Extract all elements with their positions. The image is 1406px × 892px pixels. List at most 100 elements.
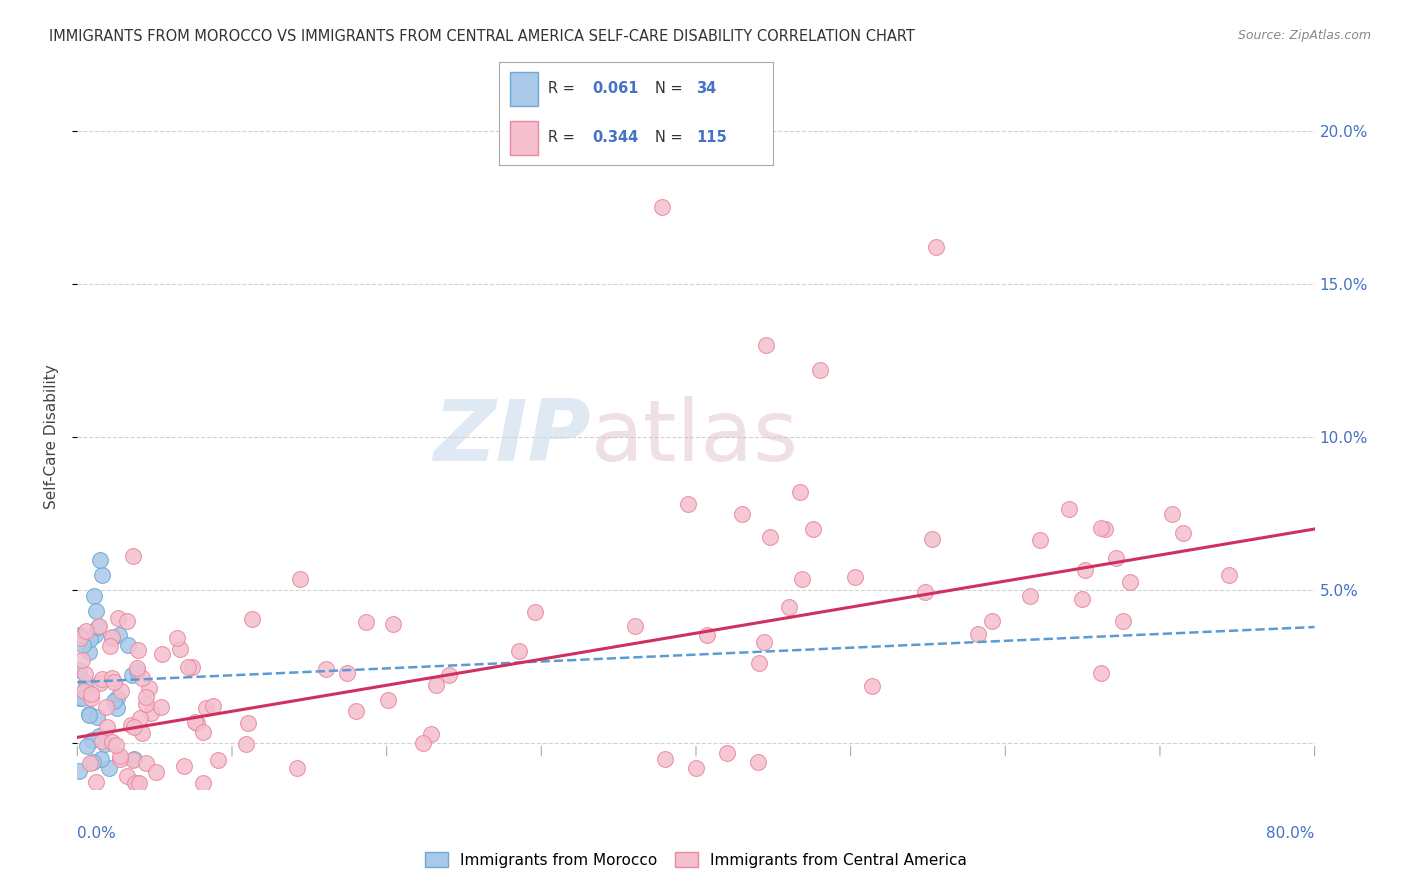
Point xyxy=(344,704,367,718)
Point xyxy=(759,530,782,544)
Point xyxy=(127,643,149,657)
Point xyxy=(1090,521,1112,535)
Point xyxy=(354,615,377,629)
Point xyxy=(89,676,111,690)
Text: 0.061: 0.061 xyxy=(592,81,638,96)
Point xyxy=(803,523,825,537)
Point xyxy=(420,727,443,741)
Point xyxy=(191,776,214,790)
FancyBboxPatch shape xyxy=(510,121,537,155)
Point xyxy=(100,671,122,685)
Point xyxy=(125,661,148,675)
Point xyxy=(678,498,700,512)
Point xyxy=(242,612,264,626)
Legend: Immigrants from Morocco, Immigrants from Central America: Immigrants from Morocco, Immigrants from… xyxy=(419,846,973,873)
Point xyxy=(125,776,148,790)
Point xyxy=(685,761,707,775)
Point xyxy=(90,752,112,766)
Point xyxy=(75,676,97,690)
Point xyxy=(166,631,188,645)
Point xyxy=(138,681,160,696)
Point xyxy=(1070,591,1092,606)
Point xyxy=(1119,574,1142,589)
Point xyxy=(96,720,118,734)
Point xyxy=(87,729,110,743)
Point xyxy=(110,748,132,763)
Point xyxy=(79,690,101,705)
Point xyxy=(101,735,124,749)
Point xyxy=(285,761,308,775)
Point xyxy=(335,665,357,680)
Point xyxy=(96,700,118,714)
Point xyxy=(789,485,811,500)
Point xyxy=(524,605,547,619)
Point xyxy=(84,604,107,618)
Point xyxy=(921,532,943,546)
Point xyxy=(77,645,100,659)
Text: Source: ZipAtlas.com: Source: ZipAtlas.com xyxy=(1237,29,1371,43)
Point xyxy=(89,552,111,566)
Point xyxy=(97,761,120,775)
Point xyxy=(73,666,96,681)
Point xyxy=(1171,526,1194,541)
Point xyxy=(966,626,988,640)
Point xyxy=(82,755,104,769)
Point xyxy=(80,687,103,701)
Point xyxy=(75,624,97,638)
Point xyxy=(69,631,91,645)
Point xyxy=(651,200,673,214)
Point xyxy=(778,600,800,615)
Text: IMMIGRANTS FROM MOROCCO VS IMMIGRANTS FROM CENTRAL AMERICA SELF-CARE DISABILITY : IMMIGRANTS FROM MOROCCO VS IMMIGRANTS FR… xyxy=(49,29,915,45)
Point xyxy=(73,684,96,698)
Text: N =: N = xyxy=(655,81,688,96)
Point xyxy=(173,758,195,772)
Point xyxy=(808,362,831,376)
Point xyxy=(79,632,101,646)
Point xyxy=(77,708,100,723)
Point xyxy=(184,714,207,729)
Point xyxy=(87,618,110,632)
Point xyxy=(1057,501,1080,516)
Point xyxy=(1090,665,1112,680)
Point xyxy=(1019,589,1042,603)
Point xyxy=(100,639,122,653)
Point xyxy=(377,692,399,706)
Point xyxy=(122,549,145,563)
Point xyxy=(1094,523,1116,537)
Point xyxy=(135,756,157,770)
Point xyxy=(115,614,138,628)
Point xyxy=(103,694,125,708)
Point xyxy=(72,638,94,652)
Text: R =: R = xyxy=(548,130,581,145)
Y-axis label: Self-Care Disability: Self-Care Disability xyxy=(44,365,59,509)
Point xyxy=(83,590,105,604)
Point xyxy=(84,775,107,789)
Point xyxy=(169,641,191,656)
Point xyxy=(152,647,174,661)
Point xyxy=(731,507,754,521)
Point xyxy=(186,716,208,731)
Text: N =: N = xyxy=(655,130,688,145)
Point xyxy=(91,568,114,582)
FancyBboxPatch shape xyxy=(510,71,537,105)
Point xyxy=(70,691,93,706)
Point xyxy=(755,338,778,352)
Point xyxy=(79,756,101,771)
Point xyxy=(1029,533,1052,548)
Point xyxy=(131,671,153,685)
Point xyxy=(425,677,447,691)
Point xyxy=(107,628,129,642)
Point xyxy=(925,240,948,254)
Point xyxy=(120,718,142,732)
Point xyxy=(107,611,129,625)
Point xyxy=(914,584,936,599)
Point xyxy=(105,738,128,752)
Point xyxy=(110,684,132,698)
Point xyxy=(127,664,149,678)
Point xyxy=(103,675,125,690)
Point xyxy=(238,716,260,731)
Point xyxy=(412,736,434,750)
Point xyxy=(129,711,152,725)
Point xyxy=(790,572,813,586)
Point xyxy=(235,737,257,751)
